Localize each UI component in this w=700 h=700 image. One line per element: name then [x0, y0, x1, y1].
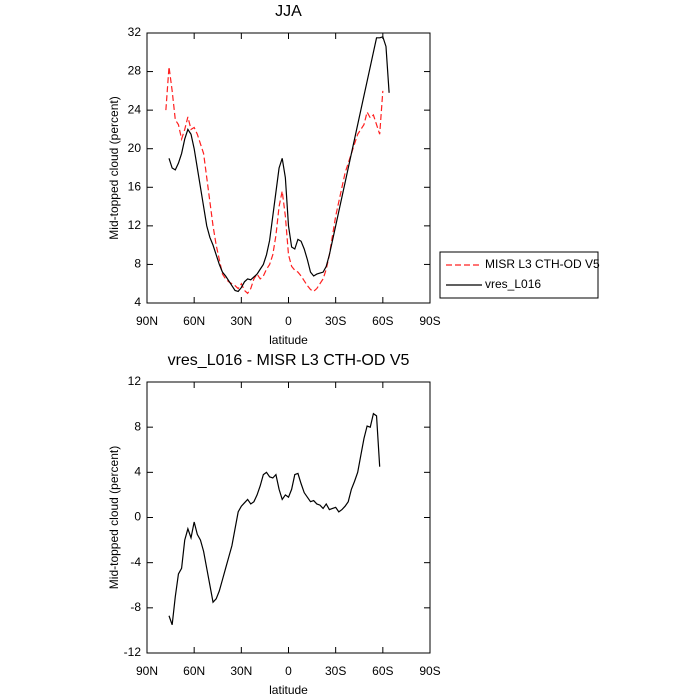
x-tick-label: 90N: [136, 314, 158, 328]
x-tick-label: 30N: [230, 664, 252, 678]
y-tick-label: -12: [124, 645, 142, 659]
y-tick-label: 12: [128, 218, 142, 232]
y-tick-label: 8: [134, 257, 141, 271]
x-tick-label: 90S: [419, 314, 440, 328]
y-tick-label: -8: [130, 600, 141, 614]
data-line: [168, 36, 390, 293]
x-tick-label: 60S: [372, 664, 393, 678]
y-tick-label: 24: [128, 102, 142, 116]
x-tick-label: 60S: [372, 314, 393, 328]
x-tick-label: 90N: [136, 664, 158, 678]
legend-box: [439, 251, 599, 299]
y-tick-label: 0: [134, 510, 141, 524]
chart-title: vres_L016 - MISR L3 CTH-OD V5: [168, 352, 410, 369]
y-tick-label: 28: [128, 64, 142, 78]
x-tick-label: 60N: [183, 314, 205, 328]
y-tick-label: -4: [130, 555, 141, 569]
y-axis-label: Mid-topped cloud (percent): [107, 446, 121, 589]
y-axis-label: Mid-topped cloud (percent): [107, 96, 121, 239]
x-axis-label: latitude: [269, 333, 308, 347]
x-tick-label: 0: [285, 664, 292, 678]
x-tick-label: 30S: [325, 314, 346, 328]
plot-frame: [146, 381, 431, 654]
legend-label: vres_L016: [485, 277, 541, 291]
legend-label: MISR L3 CTH-OD V5: [485, 257, 600, 271]
data-line: [168, 412, 381, 625]
y-tick-label: 4: [134, 295, 141, 309]
x-tick-label: 90S: [419, 664, 440, 678]
y-tick-label: 16: [128, 179, 142, 193]
x-tick-label: 0: [285, 314, 292, 328]
x-tick-label: 30S: [325, 664, 346, 678]
x-tick-label: 60N: [183, 664, 205, 678]
y-tick-label: 32: [128, 25, 142, 39]
y-tick-label: 20: [128, 141, 142, 155]
chart-title: JJA: [275, 3, 302, 20]
y-tick-label: 4: [134, 465, 141, 479]
x-tick-label: 30N: [230, 314, 252, 328]
x-axis-label: latitude: [269, 683, 308, 697]
data-line: [165, 66, 384, 295]
y-tick-label: 8: [134, 419, 141, 433]
y-tick-label: 12: [128, 374, 142, 388]
